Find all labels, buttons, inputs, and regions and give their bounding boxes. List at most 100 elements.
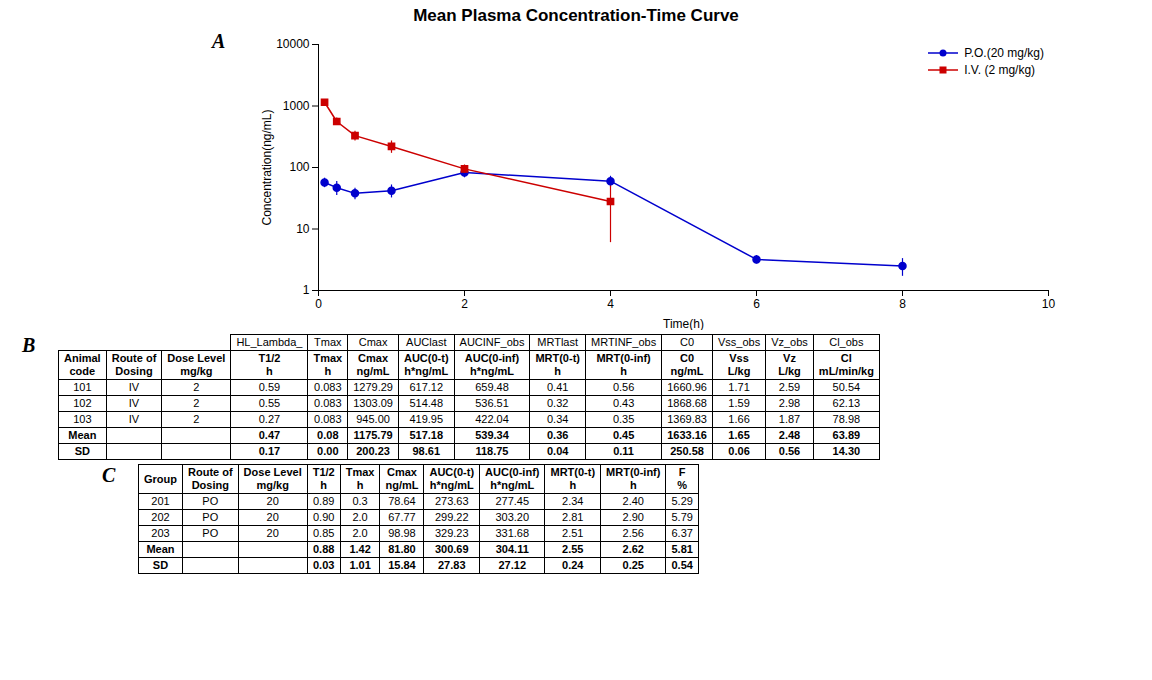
html-text:1.71: 1.71 (728, 381, 750, 393)
html-text:AUC(0-t) h*ng/mL: AUC(0-t) h*ng/mL (429, 466, 475, 491)
html-text:102: 102 (73, 397, 92, 409)
html-text:0.41: 0.41 (547, 381, 569, 393)
html-text:Cl_obs: Cl_obs (829, 336, 864, 348)
svg-text:10: 10 (296, 222, 310, 236)
html-text:C0 ng/mL: C0 ng/mL (670, 352, 704, 377)
html-text:1303.09: 1303.09 (353, 397, 393, 409)
html-text:AUC(0-t) h*ng/mL: AUC(0-t) h*ng/mL (404, 352, 449, 377)
html-text:MRT(0-inf) h: MRT(0-inf) h (596, 352, 651, 377)
html-text:Cmax ng/mL: Cmax ng/mL (385, 466, 419, 491)
html-text:0.32: 0.32 (547, 397, 569, 409)
svg-text:Concentration(ng/mL): Concentration(ng/mL) (260, 109, 274, 225)
html-text:945.00: 945.00 (356, 413, 390, 425)
html-text:103: 103 (73, 413, 92, 425)
html-text:Cmax ng/mL: Cmax ng/mL (356, 352, 390, 377)
html-text:Tmax h: Tmax h (345, 466, 375, 491)
svg-text:10000: 10000 (276, 37, 310, 51)
html-text:Vz_obs: Vz_obs (771, 336, 808, 348)
html-text:0.43: 0.43 (612, 397, 635, 409)
html-text:Vz L/kg: Vz L/kg (778, 352, 801, 377)
html-text:MRTlast: MRTlast (537, 336, 578, 348)
html-text:Dose Level mg/kg: Dose Level mg/kg (243, 466, 302, 491)
html-text:MRT(0-t) h: MRT(0-t) h (535, 352, 580, 377)
html-text:2.98: 2.98 (778, 397, 801, 409)
html-text:C0: C0 (680, 336, 695, 348)
html-text:Cmax: Cmax (358, 336, 388, 348)
html-text:IV: IV (128, 381, 140, 393)
html-text:Cl mL/min/kg: Cl mL/min/kg (818, 352, 874, 377)
svg-text:100: 100 (289, 160, 309, 174)
html-text:MRTINF_obs: MRTINF_obs (591, 336, 657, 348)
html-text:Tmax: Tmax (314, 336, 342, 348)
html-text:422.04: 422.04 (475, 413, 509, 425)
html-text:517.18: 517.18 (409, 429, 444, 441)
html-text:1.66: 1.66 (728, 413, 750, 425)
html-text:0.34: 0.34 (547, 413, 569, 425)
html-text:I.V. (2 mg/kg): I.V. (2 mg/kg) (964, 63, 1036, 77)
html-text:T1/2 h: T1/2 h (258, 352, 281, 377)
html-text:0.36: 0.36 (547, 429, 569, 441)
html-text:419.95: 419.95 (409, 413, 444, 425)
svg-text:6: 6 (753, 297, 760, 311)
html-text:659.48: 659.48 (475, 381, 509, 393)
html-text:AUClast: AUClast (406, 336, 447, 348)
html-text:62.13: 62.13 (832, 397, 861, 409)
html-text:T1/2 h: T1/2 h (312, 466, 335, 491)
html-text:IV: IV (128, 397, 140, 409)
html-text:101: 101 (73, 381, 92, 393)
html-text:0.56: 0.56 (612, 381, 635, 393)
html-text:Mean Plasma Concentration-Time: Mean Plasma Concentration-Time Curve (413, 6, 739, 25)
html-text:0.55: 0.55 (258, 397, 281, 409)
html-text:MRT(0-inf) h: MRT(0-inf) h (606, 466, 661, 491)
html-text:Route of Dosing: Route of Dosing (111, 352, 157, 377)
svg-text:8: 8 (899, 297, 906, 311)
html-text:AUCINF_obs: AUCINF_obs (459, 336, 525, 348)
html-text:1279.29: 1279.29 (353, 381, 393, 393)
html-text:536.51: 536.51 (475, 397, 509, 409)
html-text:78.98: 78.98 (832, 413, 861, 425)
html-text:1175.79: 1175.79 (353, 429, 393, 441)
html-text:Mean: Mean (68, 429, 97, 441)
html-text:0.083: 0.083 (314, 413, 342, 425)
svg-text:Time(h): Time(h) (663, 317, 704, 331)
html-text:Dose Level mg/kg: Dose Level mg/kg (167, 352, 226, 377)
html-text:0.08: 0.08 (317, 429, 339, 441)
html-text:1.59: 1.59 (728, 397, 750, 409)
html-text:Animal code: Animal code (64, 352, 101, 377)
html-text:1660.96: 1660.96 (667, 381, 707, 393)
html-text:50.54: 50.54 (832, 381, 861, 393)
html-text:0.083: 0.083 (314, 381, 342, 393)
html-text:0.27: 0.27 (258, 413, 281, 425)
html-text:0.59: 0.59 (258, 381, 281, 393)
html-text:2.59: 2.59 (778, 381, 801, 393)
html-text:HL_Lambda_: HL_Lambda_ (236, 336, 303, 348)
html-text:1369.83: 1369.83 (667, 413, 707, 425)
html-text:A: A (212, 30, 226, 52)
svg-text:0: 0 (315, 297, 322, 311)
html-text:Vss L/kg: Vss L/kg (727, 352, 751, 377)
html-text:1.87: 1.87 (778, 413, 801, 425)
svg-text:10: 10 (1042, 297, 1056, 311)
html-text:617.12: 617.12 (409, 381, 444, 393)
html-text:B: B (22, 334, 36, 356)
html-text:539.34: 539.34 (475, 429, 509, 441)
html-text:IV: IV (128, 413, 140, 425)
html-text:Vss_obs: Vss_obs (718, 336, 761, 348)
svg-text:1: 1 (303, 283, 310, 297)
html-text:514.48: 514.48 (409, 397, 444, 409)
html-text:C: C (102, 464, 116, 486)
html-text:0.47: 0.47 (258, 429, 281, 441)
html-text:Group: Group (144, 472, 177, 485)
html-text:0.083: 0.083 (314, 397, 342, 409)
html-text:P.O.(20 mg/kg): P.O.(20 mg/kg) (964, 46, 1044, 60)
html-text:MRT(0-t) h: MRT(0-t) h (550, 466, 596, 491)
html-text:Route of Dosing: Route of Dosing (188, 466, 233, 491)
svg-text:4: 4 (607, 297, 614, 311)
html-text:Tmax h: Tmax h (313, 352, 343, 377)
html-text:1868.68: 1868.68 (667, 397, 707, 409)
svg-text:1000: 1000 (283, 99, 310, 113)
html-text:AUC(0-inf) h*ng/mL: AUC(0-inf) h*ng/mL (464, 352, 520, 377)
svg-text:2: 2 (461, 297, 468, 311)
html-text:0.35: 0.35 (612, 413, 635, 425)
html-text:AUC(0-inf) h*ng/mL: AUC(0-inf) h*ng/mL (485, 466, 540, 491)
